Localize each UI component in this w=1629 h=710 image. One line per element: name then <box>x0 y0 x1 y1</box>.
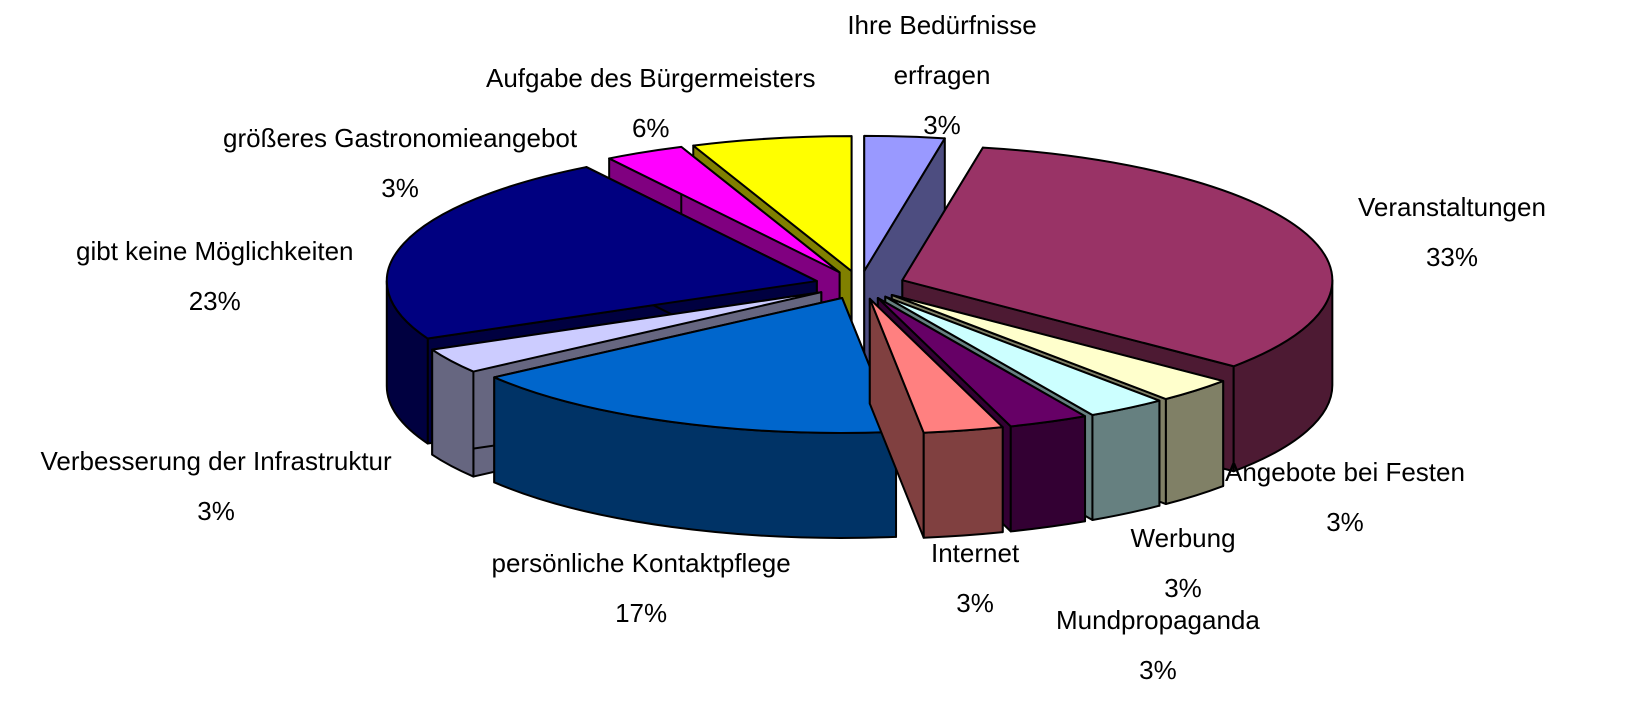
data-label: persönliche Kontaktpflege 17% <box>492 538 791 638</box>
label-name: Werbung <box>1130 523 1236 553</box>
label-value: 3% <box>956 588 994 618</box>
label-name: Aufgabe des Bürgermeisters <box>486 63 816 93</box>
label-value: 33% <box>1425 242 1478 272</box>
label-name: Angebote bei Festen <box>1225 457 1465 487</box>
label-value: 3% <box>197 496 235 526</box>
label-value: 3% <box>923 110 961 140</box>
slice-side <box>922 426 1004 539</box>
slice <box>868 297 1004 434</box>
data-label: Verbesserung der Infrastruktur 3% <box>41 436 392 536</box>
data-label: Mundpropaganda 3% <box>1056 595 1260 695</box>
slice-side <box>1091 399 1161 521</box>
label-value: 3% <box>1326 507 1364 537</box>
data-label: Aufgabe des Bürgermeisters 6% <box>486 53 816 153</box>
slice <box>901 146 1334 368</box>
label-value: 3% <box>1139 655 1177 685</box>
label-name: Ihre Bedürfnisse erfragen <box>847 10 1037 90</box>
slice-side <box>1009 415 1087 533</box>
slice <box>493 296 898 434</box>
slice <box>385 166 818 340</box>
slice <box>608 145 841 274</box>
slice <box>431 291 823 373</box>
slice <box>876 296 1087 428</box>
slice <box>884 295 1161 416</box>
label-name: größeres Gastronomieangebot <box>223 123 578 153</box>
label-value: 17% <box>615 598 668 628</box>
slice <box>692 135 853 273</box>
data-label: Angebote bei Festen 3% <box>1225 447 1465 547</box>
label-name: persönliche Kontaktpflege <box>491 548 791 578</box>
data-label: gibt keine Möglichkeiten 23% <box>76 226 354 326</box>
label-name: Internet <box>931 538 1020 568</box>
data-label: Ihre Bedürfnisse erfragen 3% <box>822 0 1062 150</box>
label-name: Verbesserung der Infrastruktur <box>40 446 392 476</box>
data-label: größeres Gastronomieangebot 3% <box>223 113 577 213</box>
label-value: 3% <box>1164 573 1202 603</box>
label-value: 3% <box>381 173 419 203</box>
label-name: Mundpropaganda <box>1056 605 1260 635</box>
data-label: Werbung 3% <box>1131 513 1236 613</box>
label-name: Veranstaltungen <box>1358 192 1546 222</box>
slice-side <box>1164 380 1225 506</box>
label-value: 23% <box>188 286 241 316</box>
label-value: 6% <box>631 113 670 143</box>
slice <box>863 134 946 272</box>
data-label: Internet 3% <box>931 528 1019 628</box>
slice <box>890 293 1225 401</box>
data-label: Veranstaltungen 33% <box>1358 182 1546 282</box>
label-name: gibt keine Möglichkeiten <box>76 236 354 266</box>
